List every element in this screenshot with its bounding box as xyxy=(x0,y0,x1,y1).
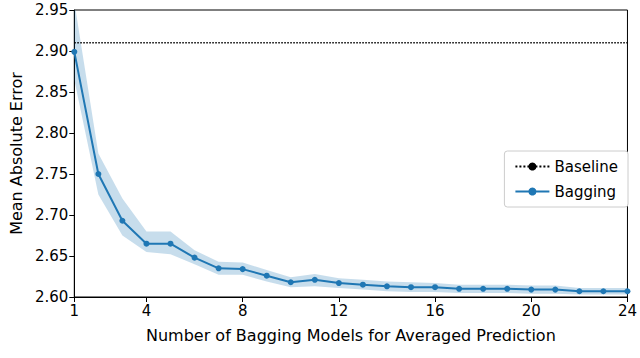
svg-text:Bagging: Bagging xyxy=(554,183,616,201)
svg-text:20: 20 xyxy=(522,302,541,320)
svg-text:Number of Bagging Models for A: Number of Bagging Models for Averaged Pr… xyxy=(146,326,556,345)
svg-text:1: 1 xyxy=(70,302,80,320)
svg-text:2.85: 2.85 xyxy=(35,83,68,101)
svg-text:2.95: 2.95 xyxy=(35,1,68,19)
svg-text:16: 16 xyxy=(426,302,445,320)
svg-text:24: 24 xyxy=(618,302,637,320)
svg-text:2.60: 2.60 xyxy=(35,288,68,306)
svg-text:2.75: 2.75 xyxy=(35,165,68,183)
svg-text:2.65: 2.65 xyxy=(35,247,68,265)
svg-text:2.90: 2.90 xyxy=(35,42,68,60)
svg-text:Baseline: Baseline xyxy=(554,158,618,176)
svg-text:2.70: 2.70 xyxy=(35,206,68,224)
svg-text:8: 8 xyxy=(238,302,248,320)
svg-text:4: 4 xyxy=(142,302,152,320)
svg-text:2.80: 2.80 xyxy=(35,124,68,142)
svg-text:Mean Absolute Error: Mean Absolute Error xyxy=(7,72,26,235)
svg-text:12: 12 xyxy=(329,302,348,320)
